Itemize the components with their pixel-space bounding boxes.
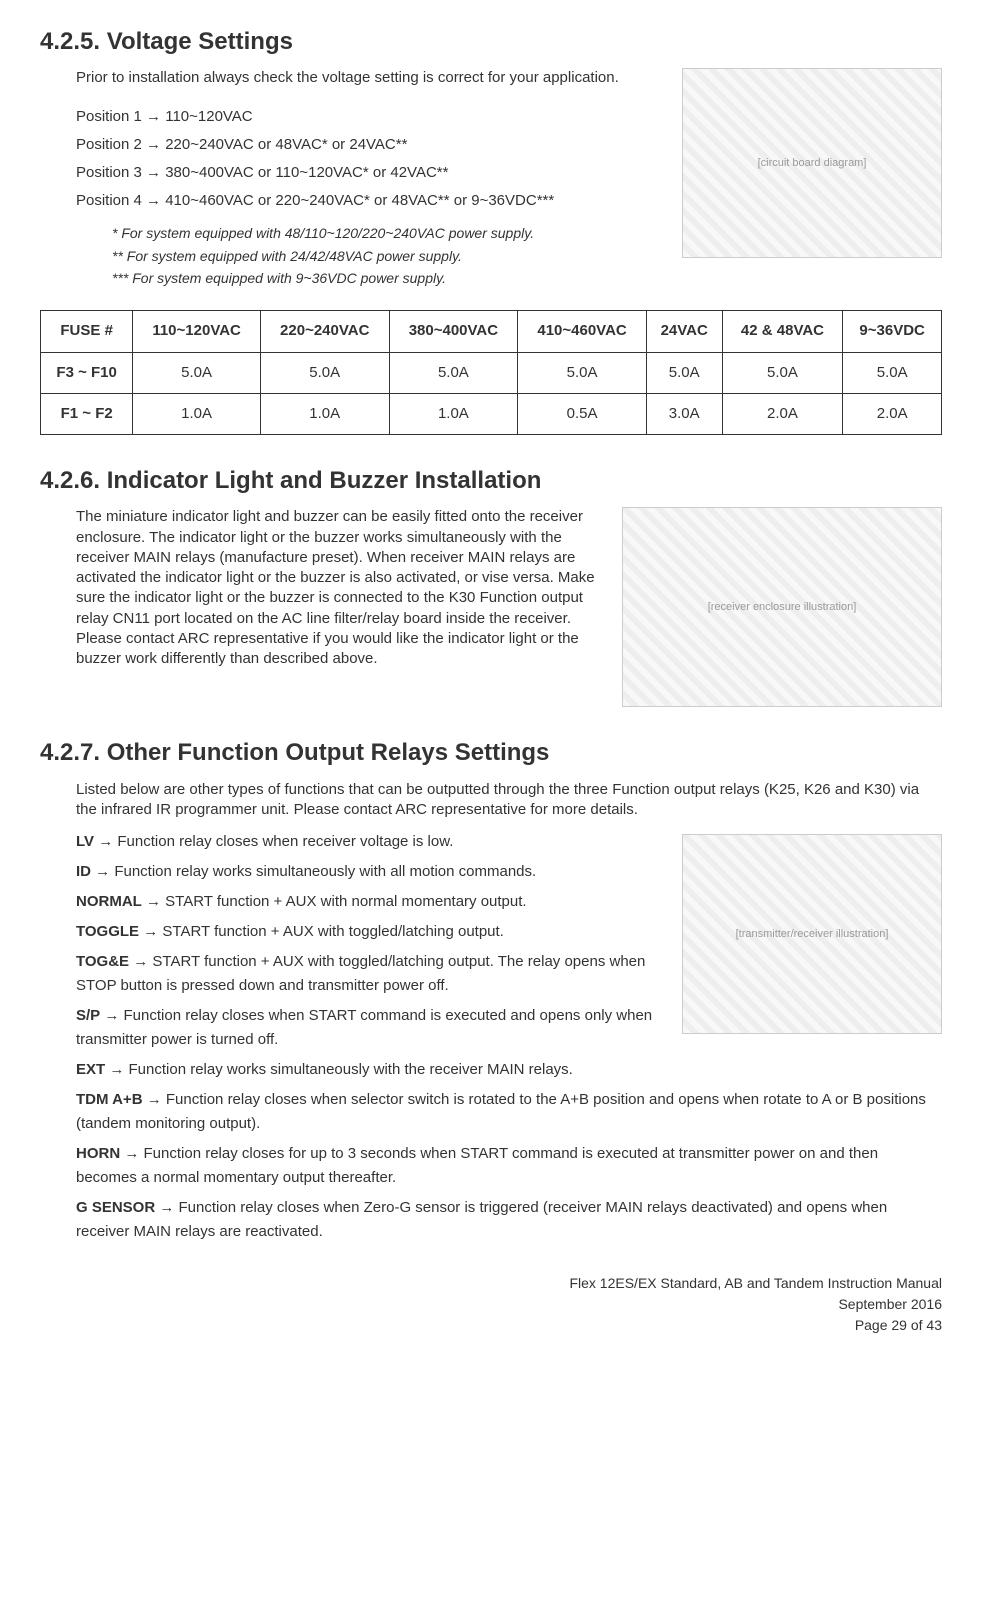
relay-desc: → START function + AUX with normal momen… xyxy=(142,893,527,910)
col-24vac: 24VAC xyxy=(646,311,722,352)
relay-desc: → Function relay closes when receiver vo… xyxy=(94,833,453,850)
relay-desc: → Function relay closes for up to 3 seco… xyxy=(76,1145,878,1186)
transmitter-receiver-figure: [transmitter/receiver illustration] xyxy=(682,834,942,1034)
footer-date: September 2016 xyxy=(40,1295,942,1314)
relay-label: LV xyxy=(76,833,94,850)
relay-label: TOG&E xyxy=(76,953,129,970)
col-9-36vdc: 9~36VDC xyxy=(843,311,942,352)
cell: 1.0A xyxy=(260,393,389,434)
cell: 2.0A xyxy=(722,393,843,434)
relay-label: G SENSOR xyxy=(76,1199,155,1216)
section-427-intro: Listed below are other types of function… xyxy=(76,780,942,821)
col-410-460: 410~460VAC xyxy=(518,311,647,352)
relay-desc: → Function relay works simultaneously wi… xyxy=(91,863,536,880)
col-220-240: 220~240VAC xyxy=(260,311,389,352)
cell: 0.5A xyxy=(518,393,647,434)
section-426-heading: 4.2.6. Indicator Light and Buzzer Instal… xyxy=(40,465,942,497)
relay-label: S/P xyxy=(76,1007,100,1024)
relay-label: EXT xyxy=(76,1061,105,1078)
section-425-heading: 4.2.5. Voltage Settings xyxy=(40,26,942,58)
section-426-body: The miniature indicator light and buzzer… xyxy=(76,507,606,707)
relay-label: HORN xyxy=(76,1145,120,1162)
col-42-48vac: 42 & 48VAC xyxy=(722,311,843,352)
fuse-table-header-row: FUSE # 110~120VAC 220~240VAC 380~400VAC … xyxy=(41,311,942,352)
relay-item-gsensor: G SENSOR → Function relay closes when Ze… xyxy=(76,1196,942,1244)
relay-label: TOGGLE xyxy=(76,923,139,940)
relay-label: ID xyxy=(76,863,91,880)
page-footer: Flex 12ES/EX Standard, AB and Tandem Ins… xyxy=(40,1274,942,1335)
fuse-table-row: F1 ~ F2 1.0A 1.0A 1.0A 0.5A 3.0A 2.0A 2.… xyxy=(41,393,942,434)
relay-desc: → Function relay closes when START comma… xyxy=(76,1007,652,1048)
relay-item-ext: EXT → Function relay works simultaneousl… xyxy=(76,1058,942,1082)
cell: 5.0A xyxy=(389,352,518,393)
relay-label: NORMAL xyxy=(76,893,142,910)
receiver-enclosure-figure: [receiver enclosure illustration] xyxy=(622,507,942,707)
cell: 5.0A xyxy=(518,352,647,393)
cell: 5.0A xyxy=(646,352,722,393)
footer-title: Flex 12ES/EX Standard, AB and Tandem Ins… xyxy=(40,1274,942,1293)
fuse-table: FUSE # 110~120VAC 220~240VAC 380~400VAC … xyxy=(40,310,942,435)
relay-desc: → START function + AUX with toggled/latc… xyxy=(139,923,504,940)
circuit-board-figure: [circuit board diagram] xyxy=(682,68,942,258)
col-fuse: FUSE # xyxy=(41,311,133,352)
cell-f3-f10: F3 ~ F10 xyxy=(41,352,133,393)
relay-item-tdm: TDM A+B → Function relay closes when sel… xyxy=(76,1088,942,1136)
relay-item-horn: HORN → Function relay closes for up to 3… xyxy=(76,1142,942,1190)
relay-label: TDM A+B xyxy=(76,1091,143,1108)
footnote-3: *** For system equipped with 9~36VDC pow… xyxy=(112,269,942,288)
footer-page: Page 29 of 43 xyxy=(40,1316,942,1335)
col-380-400: 380~400VAC xyxy=(389,311,518,352)
cell-f1-f2: F1 ~ F2 xyxy=(41,393,133,434)
cell: 1.0A xyxy=(389,393,518,434)
section-427-heading: 4.2.7. Other Function Output Relays Sett… xyxy=(40,737,942,769)
cell: 3.0A xyxy=(646,393,722,434)
fuse-table-row: F3 ~ F10 5.0A 5.0A 5.0A 5.0A 5.0A 5.0A 5… xyxy=(41,352,942,393)
cell: 2.0A xyxy=(843,393,942,434)
cell: 5.0A xyxy=(133,352,261,393)
relay-desc: → Function relay works simultaneously wi… xyxy=(105,1061,573,1078)
col-110-120: 110~120VAC xyxy=(133,311,261,352)
function-relay-list: [transmitter/receiver illustration] LV →… xyxy=(76,830,942,1250)
relay-desc: → Function relay closes when selector sw… xyxy=(76,1091,926,1132)
cell: 5.0A xyxy=(260,352,389,393)
cell: 5.0A xyxy=(722,352,843,393)
cell: 1.0A xyxy=(133,393,261,434)
cell: 5.0A xyxy=(843,352,942,393)
relay-desc: → START function + AUX with toggled/latc… xyxy=(76,953,645,994)
relay-desc: → Function relay closes when Zero-G sens… xyxy=(76,1199,887,1240)
